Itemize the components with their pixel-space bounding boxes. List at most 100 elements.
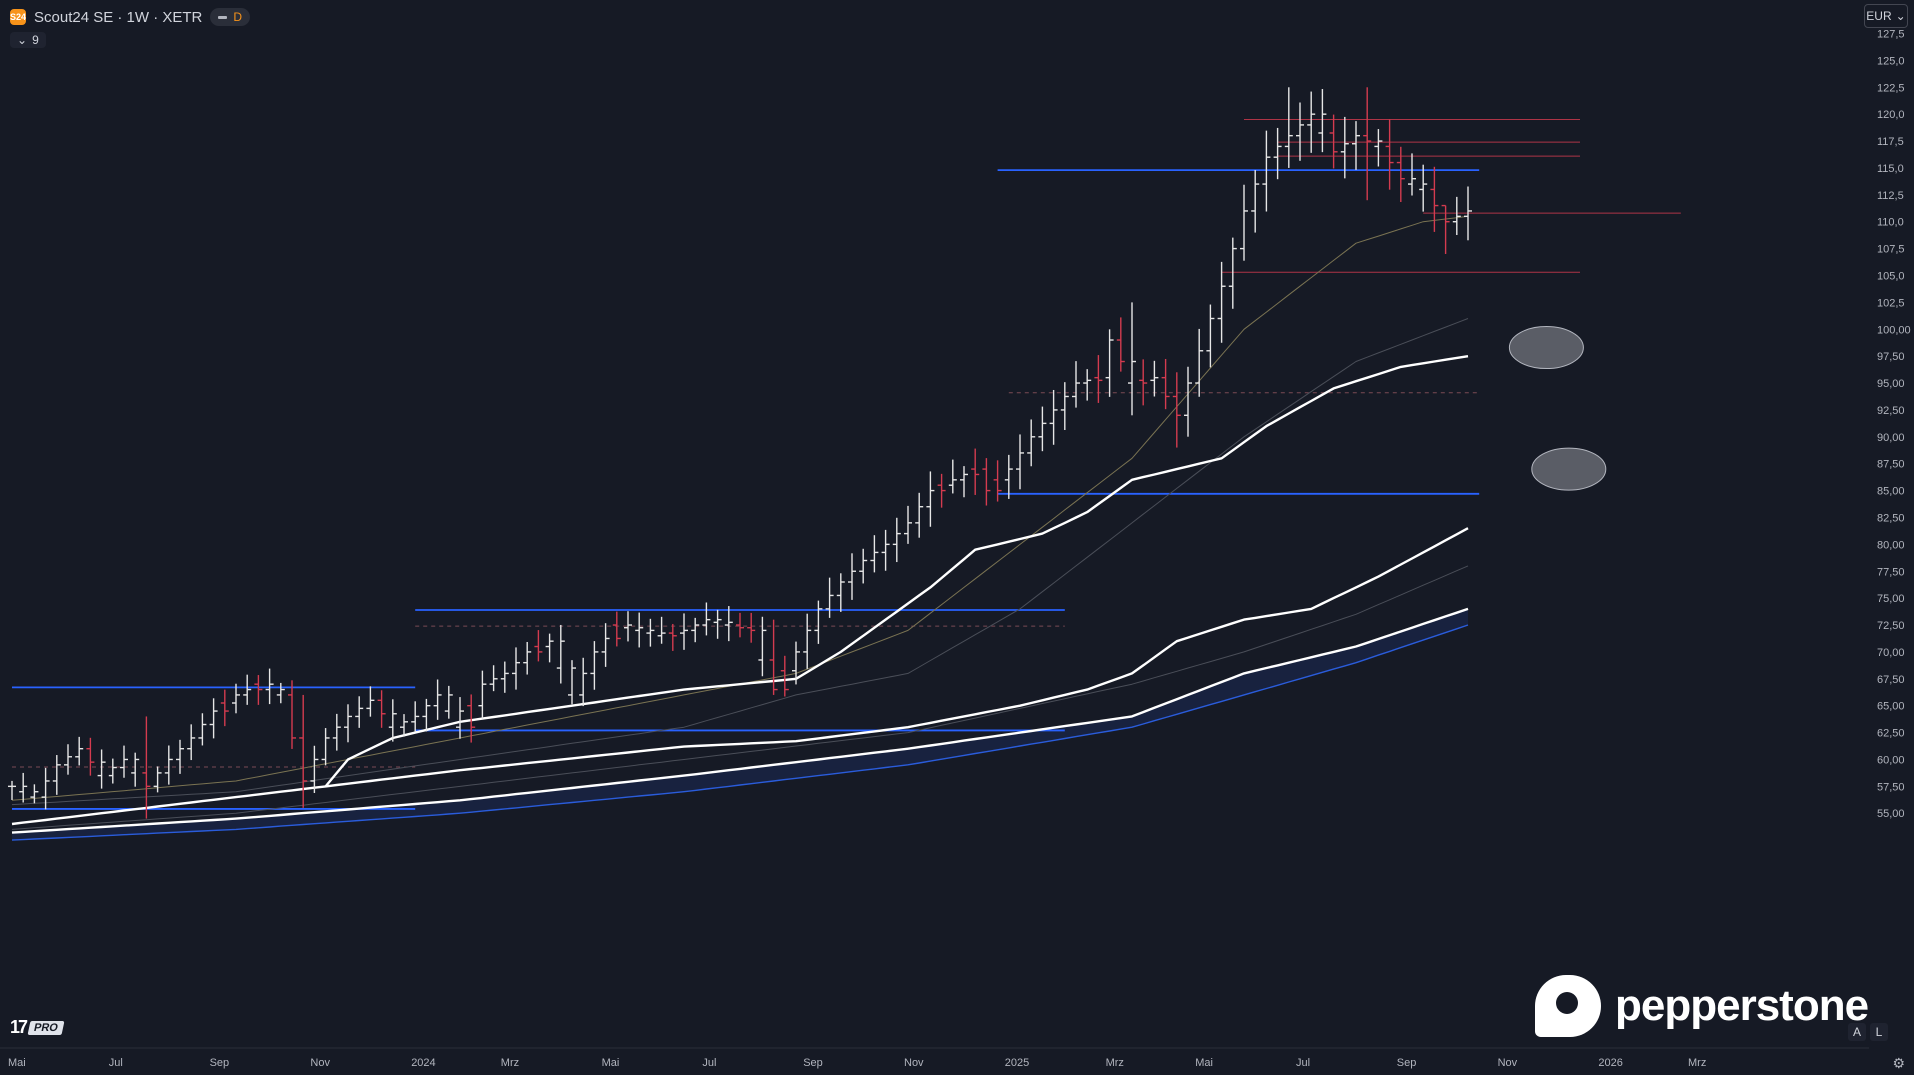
x-tick-label: 2024	[411, 1057, 435, 1069]
ohlc-bar	[1340, 116, 1349, 179]
y-tick-label: 75,00	[1877, 593, 1905, 605]
ohlc-bar	[881, 529, 890, 571]
y-tick-label: 110,0	[1877, 217, 1904, 229]
ohlc-bar	[556, 624, 565, 684]
minus-icon	[218, 15, 228, 19]
ohlc-bar	[288, 680, 296, 749]
delayed-data-badge: D	[233, 10, 243, 24]
tradingview-logo[interactable]: 17 PRO	[10, 1017, 65, 1038]
moving-average-6	[11, 607, 1469, 834]
ohlc-bar	[1172, 372, 1181, 448]
y-tick-label: 120,0	[1877, 109, 1905, 121]
ohlc-bar	[400, 714, 408, 737]
ohlc-bar	[993, 460, 1002, 502]
y-tick-label: 55,00	[1877, 808, 1905, 820]
ohlc-bar	[108, 758, 117, 784]
x-tick-label: Nov	[310, 1057, 330, 1069]
y-tick-label: 95,00	[1877, 378, 1905, 390]
x-tick-label: Mai	[602, 1057, 620, 1069]
ohlc-bar	[825, 577, 834, 618]
y-tick-label: 62,50	[1877, 728, 1905, 740]
y-tick-label: 57,50	[1877, 781, 1905, 793]
x-tick-label: Mrz	[1688, 1057, 1706, 1069]
ohlc-bar	[1116, 317, 1125, 372]
y-tick-label: 127,5	[1877, 29, 1905, 41]
ohlc-bar	[915, 492, 924, 538]
ohlc-bar	[904, 505, 912, 544]
ohlc-bar	[1105, 329, 1114, 397]
y-tick-label: 107,5	[1877, 244, 1905, 256]
ohlc-bar	[780, 655, 789, 697]
ohlc-bar	[1419, 164, 1428, 212]
x-tick-label: Jul	[1296, 1057, 1310, 1069]
symbol-logo-icon: S24	[10, 9, 26, 25]
ohlc-bar	[1408, 153, 1416, 196]
x-tick-label: Sep	[1397, 1057, 1417, 1069]
ohlc-bar	[1094, 355, 1103, 403]
ohlc-bar	[1139, 359, 1148, 406]
y-tick-label: 67,50	[1877, 674, 1905, 686]
y-tick-label: 87,50	[1877, 459, 1905, 471]
moving-average-7	[11, 624, 1469, 841]
chevron-down-icon: ⌄	[17, 33, 28, 47]
y-tick-label: 90,00	[1877, 432, 1905, 444]
y-tick-label: 65,00	[1877, 701, 1905, 713]
ohlc-bar	[1464, 186, 1472, 241]
ohlc-bar	[377, 690, 386, 728]
y-tick-label: 117,5	[1877, 136, 1904, 148]
currency-selector[interactable]: EUR ⌄	[1864, 4, 1908, 28]
symbol-title[interactable]: Scout24 SE · 1W · XETR	[34, 8, 203, 26]
ohlc-bar	[1161, 358, 1170, 410]
indicators-toggle-button[interactable]: ⌄ 9	[10, 32, 46, 48]
ohlc-bar	[668, 623, 677, 651]
ohlc-bar	[892, 517, 901, 563]
x-tick-label: Mai	[1195, 1057, 1213, 1069]
ohlc-bar	[52, 755, 61, 795]
ohlc-bar	[1049, 389, 1058, 445]
ohlc-bar	[937, 473, 946, 508]
ohlc-bar	[1072, 361, 1080, 408]
ohlc-bar	[960, 466, 968, 498]
ohlc-bar	[646, 618, 655, 647]
ohlc-bar	[1184, 366, 1192, 437]
ohlc-bar	[120, 745, 128, 778]
log-scale-button[interactable]: L	[1870, 1023, 1888, 1041]
ohlc-bar	[1441, 204, 1450, 254]
ohlc-bar	[814, 600, 823, 644]
ohlc-bar	[64, 744, 72, 775]
ohlc-bar	[848, 553, 856, 600]
y-tick-label: 60,00	[1877, 754, 1905, 766]
ohlc-bar	[792, 641, 800, 685]
x-tick-label: Nov	[1498, 1057, 1518, 1069]
ohlc-bar	[500, 661, 509, 693]
moving-average-3	[324, 355, 1469, 788]
y-tick-label: 82,50	[1877, 512, 1905, 524]
chevron-down-icon: ⌄	[1895, 9, 1906, 23]
ohlc-bar	[467, 694, 476, 743]
y-tick-label: 77,50	[1877, 566, 1905, 578]
ohlc-bar	[568, 660, 576, 705]
ohlc-bar	[1228, 237, 1237, 309]
ohlc-bar	[534, 630, 543, 662]
ohlc-bar	[176, 739, 184, 774]
ellipse-marker	[1531, 447, 1607, 491]
gear-icon[interactable]: ⚙	[1892, 1055, 1905, 1071]
ohlc-bar	[265, 668, 274, 705]
ohlc-bar	[1195, 328, 1204, 397]
ohlc-bar	[411, 701, 420, 732]
price-axis-bg	[1869, 0, 1914, 1075]
auto-scale-button[interactable]: A	[1848, 1023, 1866, 1041]
pepperstone-wordmark: pepperstone	[1615, 981, 1869, 1030]
ohlc-bar	[254, 675, 263, 705]
ohlc-bar	[1385, 119, 1394, 190]
ohlc-bar	[836, 573, 845, 612]
ohlc-bar	[982, 458, 991, 506]
ohlc-bar	[1083, 369, 1092, 401]
ohlc-bar	[433, 679, 442, 720]
market-status-pill[interactable]: D	[210, 8, 251, 26]
ohlc-bar	[19, 772, 28, 803]
ohlc-bar	[276, 682, 285, 704]
ohlc-bar	[579, 657, 588, 707]
ohlc-bar	[870, 535, 879, 573]
